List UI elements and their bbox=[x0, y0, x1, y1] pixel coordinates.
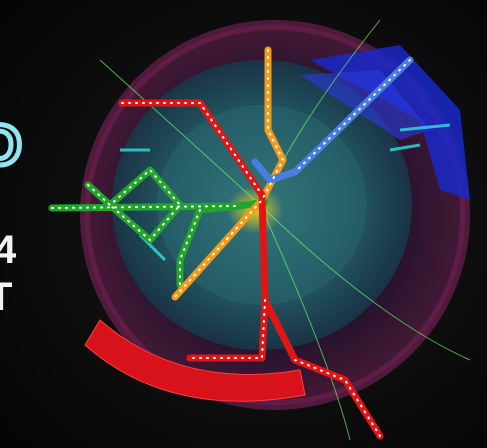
letter: T bbox=[0, 275, 12, 319]
letter: D bbox=[0, 113, 22, 178]
letter: 4 bbox=[0, 228, 17, 272]
stations bbox=[51, 49, 411, 437]
